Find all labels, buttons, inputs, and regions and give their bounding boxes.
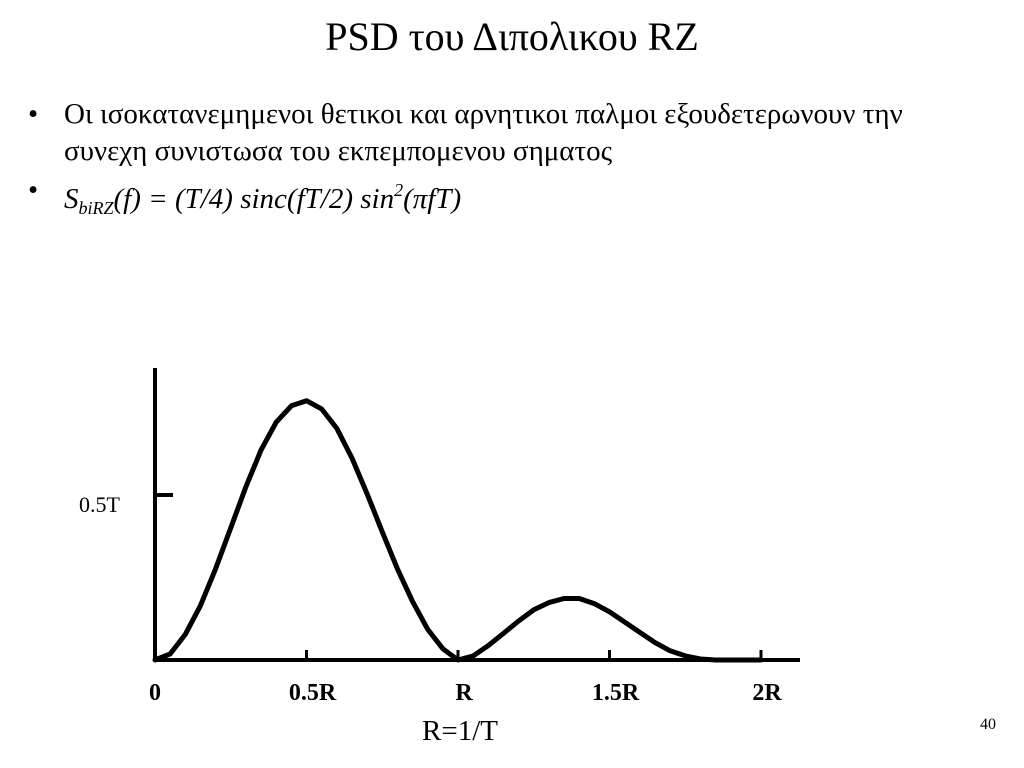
bullet-dot: • (28, 174, 39, 206)
bullet-item-dc: • Οι ισοκατανεμημενοι θετικοι και αρνητι… (28, 96, 928, 170)
x-tick-label: 1.5R (592, 680, 640, 706)
formula-superscript: 2 (394, 180, 404, 200)
formula-subscript: biRZ (78, 198, 114, 218)
y-ticks: 0.5T (79, 492, 173, 517)
x-tick-label: 0 (149, 680, 161, 706)
page-number: 40 (980, 716, 996, 733)
psd-curve (152, 398, 764, 663)
bullet-item-formula: • SbiRZ(f) = (T/4) sinc(fT/2) sin2(πfT) (28, 172, 928, 227)
slide-title: PSD του Διπολικου RZ (325, 14, 699, 59)
y-tick-label: 0.5T (79, 492, 121, 517)
bullet-list: • Οι ισοκατανεμημενοι θετικοι και αρνητι… (28, 96, 928, 229)
rate-definition-label: R=1/T (422, 715, 498, 747)
x-tick-label: R (455, 680, 473, 706)
bullet-text: Οι ισοκατανεμημενοι θετικοι και αρνητικο… (64, 98, 903, 167)
bullet-dot: • (28, 98, 39, 130)
x-tick-label: 2R (752, 680, 782, 706)
formula-middle: (f) = (T/4) sinc(fT/2) sin (113, 183, 395, 215)
psd-formula: SbiRZ(f) = (T/4) sinc(fT/2) sin2(πfT) (64, 180, 462, 218)
formula-tail: (πfT) (403, 183, 462, 215)
x-ticks: 0 0.5R R 1.5R 2R (149, 650, 782, 706)
x-tick-label: 0.5R (289, 680, 337, 706)
formula-base: S (64, 183, 79, 215)
